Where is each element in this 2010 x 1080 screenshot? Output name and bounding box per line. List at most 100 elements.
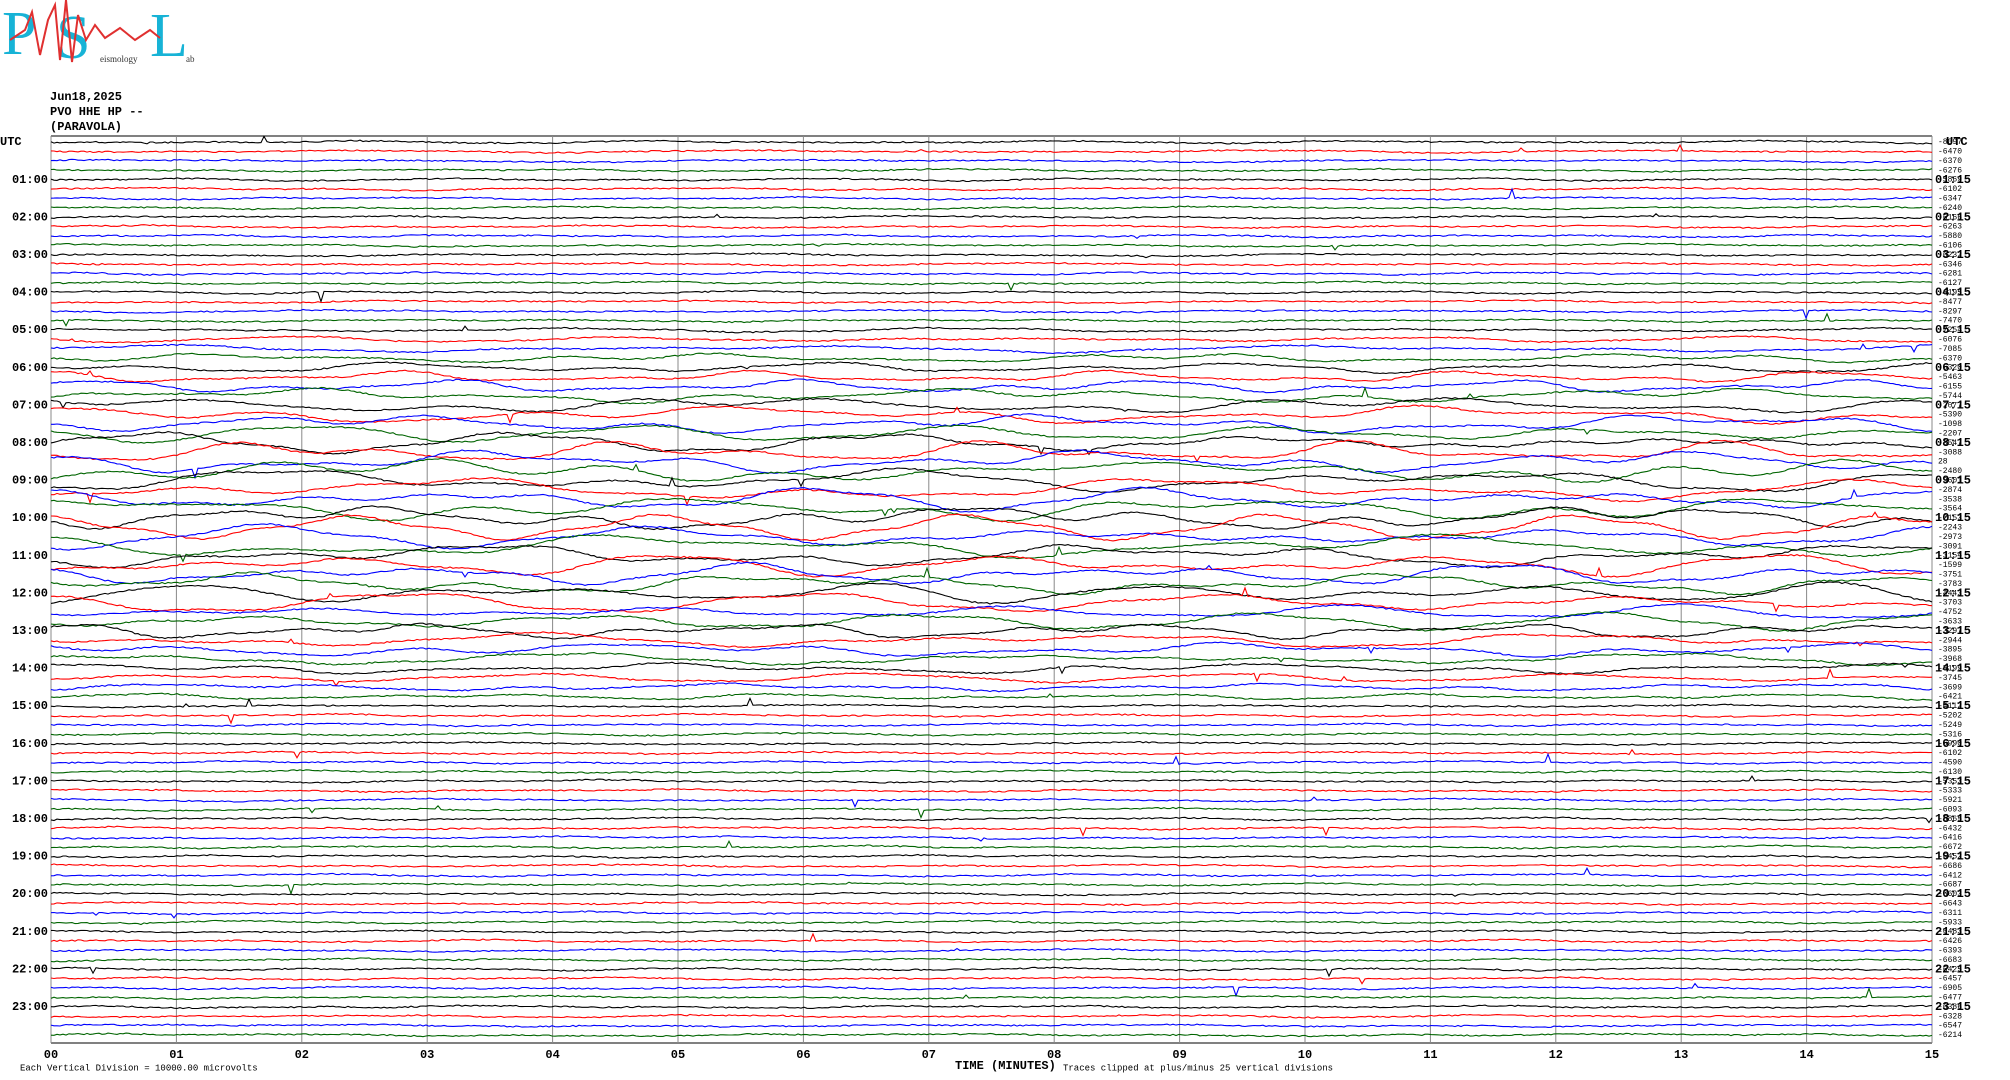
trace	[50, 335, 1933, 344]
trace	[50, 853, 1933, 859]
trace	[50, 308, 1933, 320]
logo-squiggle	[9, 0, 161, 63]
minute-label: 08	[1047, 1048, 1061, 1062]
minute-label: 13	[1674, 1048, 1688, 1062]
trace	[50, 252, 1933, 259]
hour-label: 05:15	[1935, 323, 1971, 337]
trace	[50, 947, 1933, 953]
trace	[50, 439, 1933, 463]
trace-offset: -6102	[1938, 749, 1962, 758]
hour-label: 16:15	[1935, 737, 1971, 751]
hour-label: 22:15	[1935, 962, 1971, 976]
trace	[50, 641, 1933, 658]
trace-offset: -3751	[1938, 571, 1962, 580]
trace-offset: -3895	[1938, 646, 1962, 655]
hour-label: 21:00	[12, 925, 48, 939]
trace	[50, 652, 1933, 667]
trace	[51, 325, 1933, 334]
trace-offset: -6905	[1938, 984, 1962, 993]
trace	[50, 769, 1933, 775]
trace-offset: -5990	[1938, 740, 1962, 749]
trace	[50, 361, 1933, 375]
hour-label: 19:00	[12, 850, 48, 864]
trace-offset: -6426	[1938, 937, 1962, 946]
trace	[50, 957, 1933, 963]
minute-label: 10	[1298, 1048, 1312, 1062]
hour-label: 12:00	[12, 586, 48, 600]
trace	[50, 289, 1933, 304]
hour-label: 14:15	[1935, 662, 1971, 676]
trace-offset: -8097	[1938, 138, 1962, 147]
trace	[50, 881, 1933, 896]
logo-text: ab	[186, 54, 195, 64]
trace	[50, 457, 1933, 484]
hour-label: 20:15	[1935, 887, 1971, 901]
utc-label: UTC	[0, 135, 22, 149]
trace-offset: -3154	[1938, 552, 1962, 561]
trace	[50, 910, 1933, 919]
trace	[50, 561, 1933, 586]
trace	[50, 486, 1933, 513]
trace	[50, 692, 1933, 701]
minute-label: 15	[1925, 1048, 1939, 1062]
trace-offset: -5463	[1938, 373, 1962, 382]
hour-label: 03:00	[12, 248, 48, 262]
trace	[50, 788, 1933, 794]
minute-label: 12	[1549, 1048, 1563, 1062]
trace	[50, 982, 1933, 998]
hour-label: 07:15	[1935, 398, 1971, 412]
trace-offset: -5880	[1938, 232, 1962, 241]
trace	[50, 177, 1933, 183]
hour-label: 10:00	[12, 511, 48, 525]
trace-offset: -3745	[1938, 674, 1962, 683]
trace-offset: -6687	[1938, 881, 1962, 890]
trace-offset: -6547	[1938, 1022, 1962, 1031]
trace-offset: -6452	[1938, 853, 1962, 862]
trace	[50, 748, 1933, 759]
trace-offset: -6412	[1938, 871, 1962, 880]
trace	[50, 731, 1933, 737]
trace	[50, 1032, 1933, 1038]
trace	[50, 804, 1933, 820]
trace-offset: -5333	[1938, 787, 1962, 796]
trace	[50, 796, 1933, 808]
trace-offset: -8297	[1938, 307, 1962, 316]
trace-offset: -6346	[1938, 260, 1962, 269]
trace	[51, 413, 1933, 435]
trace	[50, 378, 1933, 394]
trace-offset: -5316	[1938, 730, 1962, 739]
trace-offset: -3538	[1938, 495, 1962, 504]
trace-offset: -4112	[1938, 702, 1962, 711]
trace-offset: -6686	[1938, 862, 1962, 871]
trace-offset: -6214	[1938, 1031, 1962, 1040]
hour-label: 15:00	[12, 699, 48, 713]
trace-offset: -6240	[1938, 204, 1962, 213]
hour-label: 02:00	[12, 210, 48, 224]
traces	[50, 135, 1933, 1038]
trace-offset: -3703	[1938, 599, 1962, 608]
minute-label: 02	[295, 1048, 309, 1062]
trace	[50, 404, 1933, 425]
trace-offset: -6166	[1938, 213, 1962, 222]
hour-label: 23:00	[12, 1000, 48, 1014]
trace-offset: -6393	[1938, 947, 1962, 956]
trace	[50, 932, 1933, 944]
hour-label: 18:00	[12, 812, 48, 826]
trace	[50, 187, 1933, 201]
hour-label: 06:15	[1935, 361, 1971, 375]
trace	[50, 497, 1933, 523]
trace-offset: -6370	[1938, 354, 1962, 363]
trace-offset: -4590	[1938, 759, 1962, 768]
trace	[50, 866, 1933, 878]
trace-offset: -5865	[1938, 815, 1962, 824]
hour-label: 23:15	[1935, 1000, 1971, 1014]
hour-label: 02:15	[1935, 210, 1971, 224]
trace	[50, 511, 1933, 542]
trace	[50, 1004, 1933, 1010]
trace	[50, 586, 1933, 613]
hour-label: 14:00	[12, 662, 48, 676]
hour-label: 18:15	[1935, 812, 1971, 826]
station: PVO HHE HP --	[50, 105, 144, 119]
trace	[50, 523, 1933, 551]
hour-label: 19:15	[1935, 850, 1971, 864]
